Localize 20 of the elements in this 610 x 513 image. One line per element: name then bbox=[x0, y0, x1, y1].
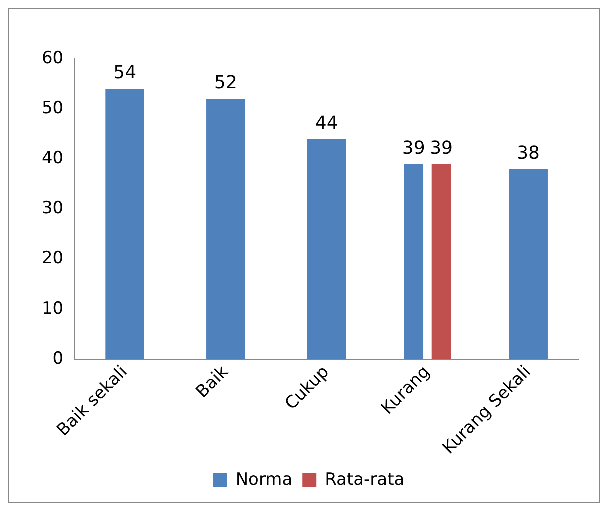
y-tick-label: 10 bbox=[42, 298, 64, 319]
legend-label: Rata-rata bbox=[325, 470, 405, 490]
y-tick-label: 30 bbox=[42, 198, 64, 219]
data-label: 44 bbox=[315, 112, 338, 134]
data-label: 52 bbox=[214, 72, 238, 94]
data-label: 39 bbox=[430, 138, 454, 159]
y-tick-label: 0 bbox=[52, 348, 64, 369]
data-label: 39 bbox=[402, 138, 426, 159]
legend-label: Norma bbox=[236, 470, 293, 490]
bar bbox=[307, 139, 346, 360]
y-tick-label: 40 bbox=[42, 148, 64, 169]
bar bbox=[106, 89, 144, 360]
data-label: 54 bbox=[114, 62, 137, 84]
y-tick-label: 50 bbox=[42, 98, 64, 118]
bar bbox=[206, 99, 246, 360]
data-label: 38 bbox=[517, 142, 540, 164]
bar bbox=[509, 169, 548, 360]
y-tick-label: 20 bbox=[42, 248, 64, 269]
bar bbox=[432, 164, 452, 360]
y-tick-label: 60 bbox=[42, 48, 64, 68]
